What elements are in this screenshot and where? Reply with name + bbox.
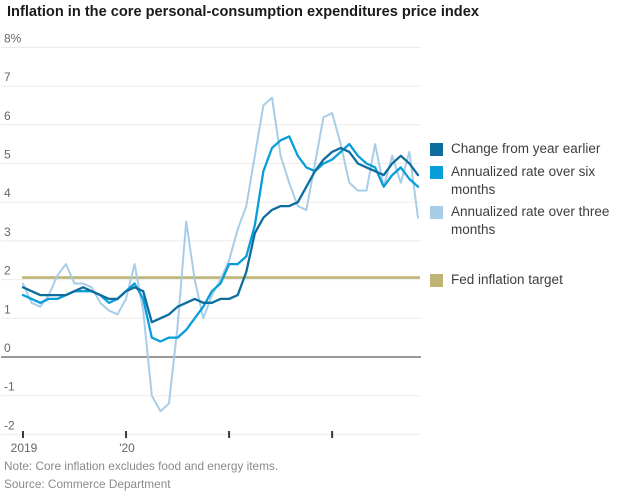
legend-item: Annualized rate over six months: [430, 163, 616, 199]
legend-swatch: [430, 143, 443, 156]
legend-item: Annualized rate over three months: [430, 203, 616, 239]
legend-label: Change from year earlier: [451, 141, 601, 156]
chart-source: Source: Commerce Department: [4, 477, 171, 491]
chart-note: Note: Core inflation excludes food and e…: [4, 459, 279, 473]
legend-swatch: [430, 206, 443, 220]
legend-swatch: [430, 274, 443, 288]
legend-item: Change from year earlier: [430, 140, 616, 158]
y-axis-tick-label: -2: [4, 418, 15, 432]
y-axis-tick-label: 7: [4, 70, 11, 84]
chart-title: Inflation in the core personal-consumpti…: [7, 4, 479, 20]
y-axis-tick-label: 5: [4, 148, 11, 162]
x-axis-tick-label: 2019: [11, 441, 38, 455]
chart-legend: Change from year earlier Annualized rate …: [430, 140, 616, 294]
legend-label: Annualized rate over three months: [451, 204, 610, 238]
y-axis-tick-label: 3: [4, 225, 11, 239]
legend-swatch: [430, 165, 443, 179]
legend-label: Fed inflation target: [451, 272, 563, 288]
x-axis-tick-label: '20: [119, 441, 135, 455]
y-axis-tick-label: 4: [4, 186, 11, 200]
y-axis-tick-label: 2: [4, 264, 11, 278]
y-axis-tick-label: -1: [4, 380, 15, 394]
legend-label: Annualized rate over six months: [451, 163, 596, 197]
y-axis-tick-label: 0: [4, 341, 11, 355]
legend-item: Fed inflation target: [430, 271, 616, 289]
y-axis-tick-label: 8%: [4, 31, 22, 45]
y-axis-tick-label: 1: [4, 302, 11, 316]
series-line: [22, 96, 419, 413]
series-line: [21, 135, 420, 343]
y-axis-tick-label: 6: [4, 109, 11, 123]
series-line: [21, 146, 420, 324]
